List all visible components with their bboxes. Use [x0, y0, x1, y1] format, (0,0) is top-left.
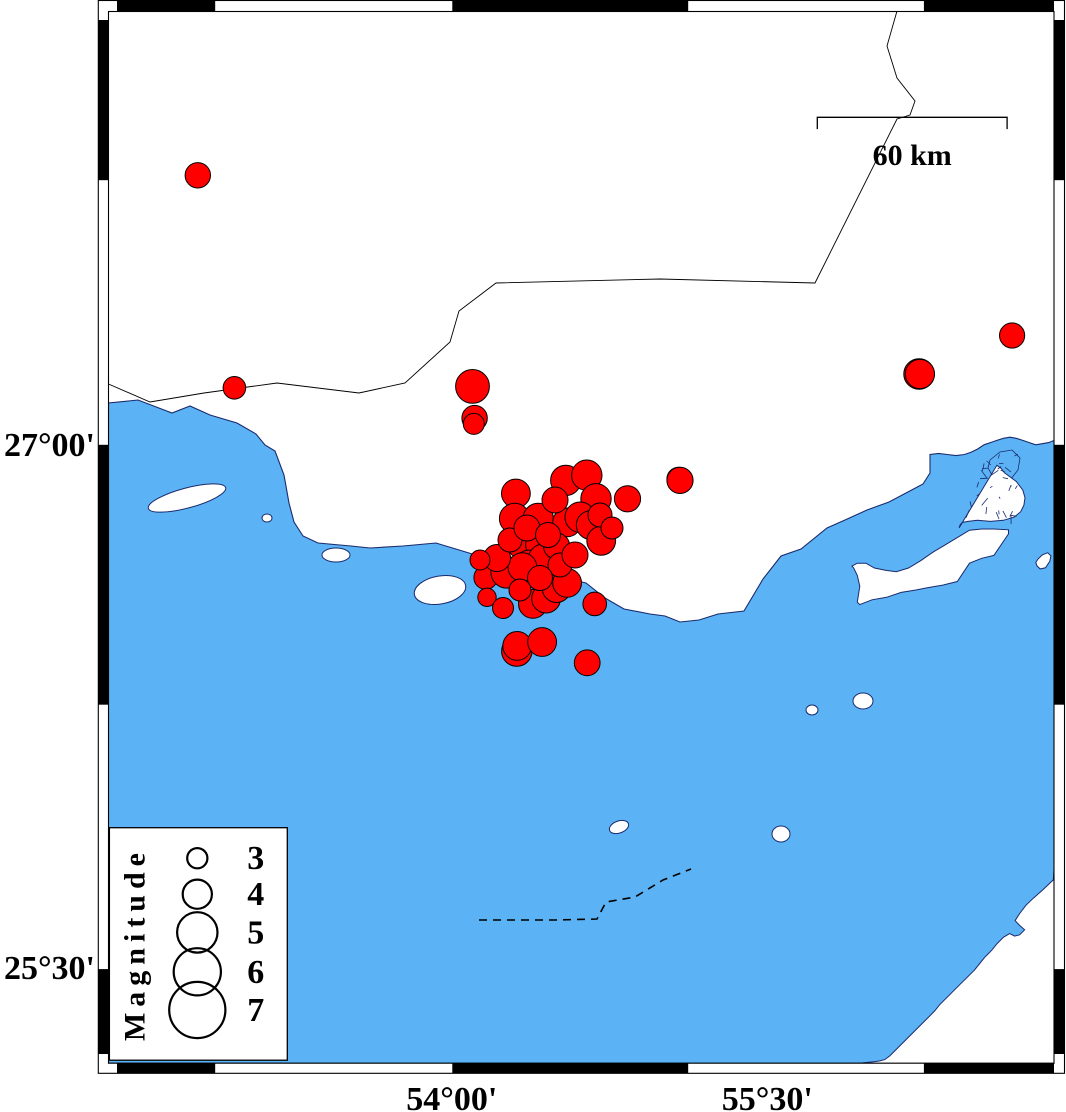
svg-text:55°30': 55°30' — [722, 1081, 813, 1112]
svg-text:Magnitude: Magnitude — [119, 847, 152, 1041]
svg-text:54°00': 54°00' — [406, 1081, 497, 1112]
svg-text:25°30': 25°30' — [4, 950, 95, 987]
svg-text:27°00': 27°00' — [4, 427, 95, 464]
svg-text:6: 6 — [247, 954, 264, 991]
svg-text:60 km: 60 km — [873, 139, 952, 172]
svg-text:7: 7 — [247, 992, 264, 1029]
svg-text:3: 3 — [247, 840, 264, 877]
svg-text:4: 4 — [247, 876, 264, 913]
svg-text:5: 5 — [247, 914, 264, 951]
